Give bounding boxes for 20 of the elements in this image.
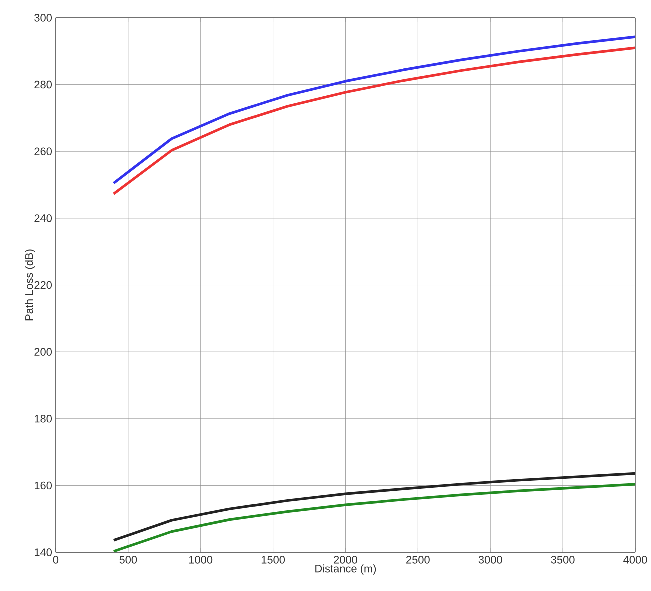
y-axis-title: Path Loss (dB): [25, 250, 36, 321]
y-tick-label: 280: [34, 81, 52, 89]
x-tick-label: 1000: [189, 556, 213, 564]
x-tick-label: 2500: [406, 556, 430, 564]
x-tick-label: 0: [53, 556, 59, 564]
x-tick-label: 500: [120, 556, 138, 564]
y-tick-label: 180: [35, 415, 52, 424]
y-tick-label: 300: [34, 14, 52, 22]
x-axis-title: Distance (m): [316, 564, 376, 576]
y-tick-label: 200: [34, 348, 52, 356]
y-tick-label: 160: [35, 482, 52, 490]
x-tick-label: 4000: [624, 556, 648, 564]
y-tick-label: 240: [34, 214, 52, 223]
x-tick-label: 2000: [334, 556, 358, 564]
y-tick-label: 260: [34, 148, 52, 156]
y-tick-label: 220: [34, 282, 52, 290]
x-tick-label: 3500: [551, 556, 575, 564]
x-tick-label: 1500: [262, 556, 286, 564]
y-tick-label: 140: [35, 548, 52, 557]
x-tick-label: 3000: [478, 556, 502, 564]
